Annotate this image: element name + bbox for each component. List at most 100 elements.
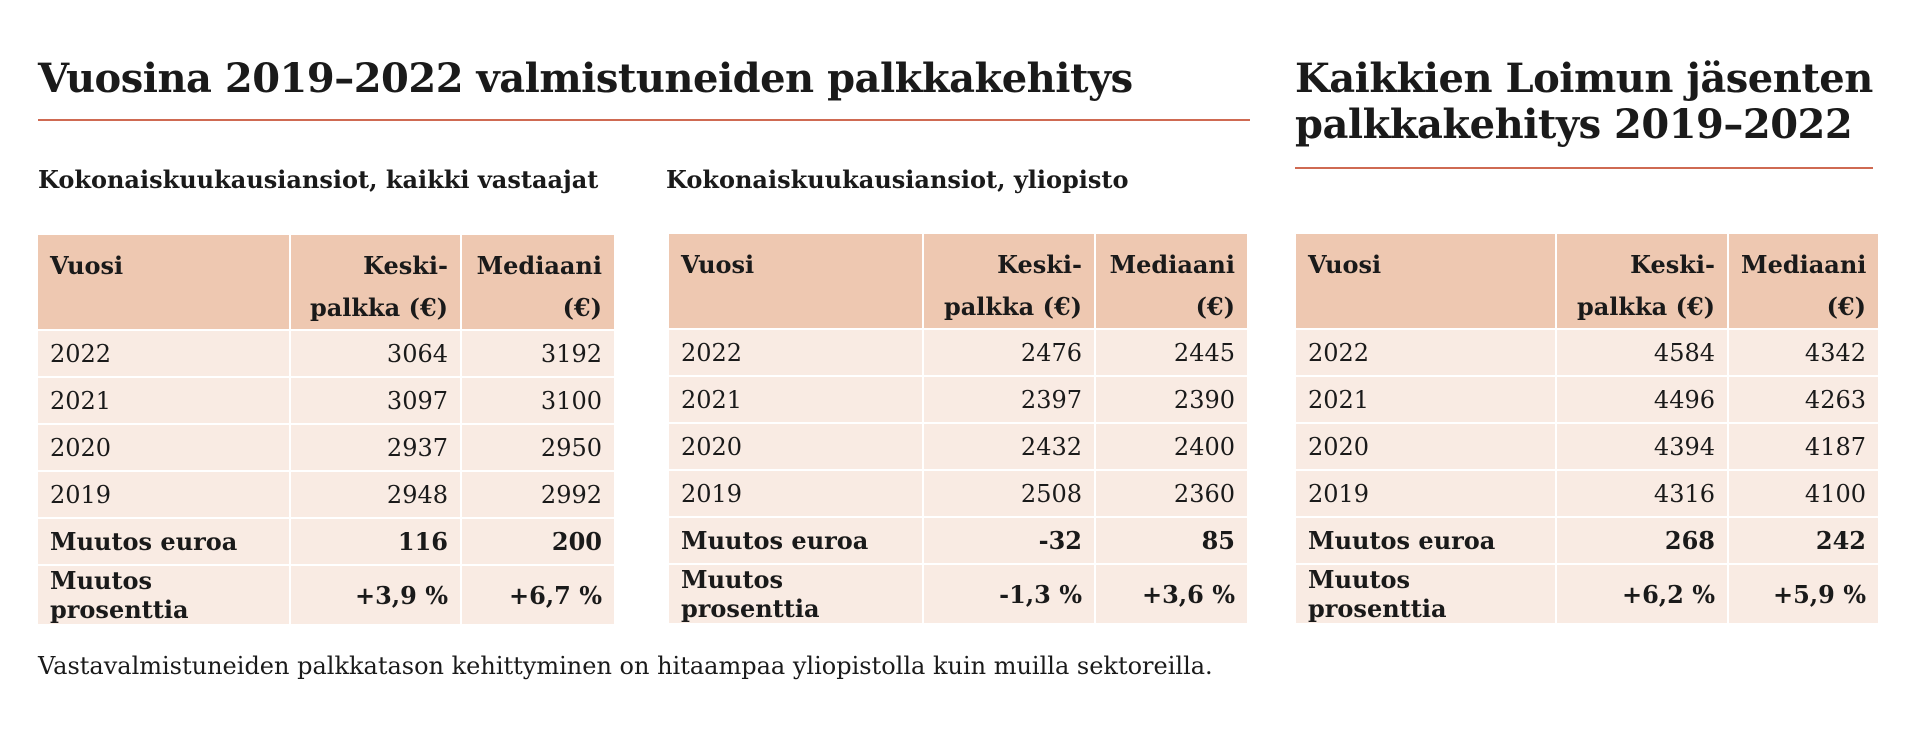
cell-median: 2360: [1094, 469, 1249, 518]
cell-year: 2019: [667, 469, 924, 518]
left-section-title: Vuosina 2019–2022 valmistuneiden palkkak…: [38, 55, 1133, 102]
header-average-line2: palkka (€): [1576, 292, 1715, 321]
right-section-title: Kaikkien Loimun jäsenten palkkakehitys 2…: [1295, 56, 1873, 148]
cell-year: 2020: [36, 423, 291, 472]
cell-median: 242: [1727, 516, 1880, 565]
salary-table-all-respondents: Vuosi Keski- palkka (€) Mediaani (€) 202…: [36, 233, 616, 626]
table-row-change-euro: Muutos euroa -32 85: [667, 516, 1249, 565]
cell-year: 2019: [1294, 469, 1557, 518]
header-average-line1: Keski-: [363, 251, 448, 280]
table-row: 2020 2937 2950: [36, 423, 616, 472]
table-row: 2021 3097 3100: [36, 376, 616, 425]
header-median-line1: Mediaani: [1109, 250, 1235, 279]
cell-year: 2020: [1294, 422, 1557, 471]
cell-median: 4342: [1727, 328, 1880, 377]
cell-median: 2445: [1094, 328, 1249, 377]
header-year: Vuosi: [1294, 232, 1557, 330]
cell-average: +3,9 %: [289, 564, 462, 626]
salary-table-university: Vuosi Keski- palkka (€) Mediaani (€) 202…: [667, 232, 1249, 625]
cell-label: Muutos prosenttia: [36, 564, 291, 626]
header-median: Mediaani (€): [1727, 232, 1880, 330]
header-median: Mediaani (€): [460, 233, 616, 331]
table-row: 2022 4584 4342: [1294, 328, 1880, 377]
right-title-line1: Kaikkien Loimun jäsenten: [1295, 55, 1873, 102]
salary-table-all-members: Vuosi Keski- palkka (€) Mediaani (€) 202…: [1294, 232, 1880, 625]
cell-median: 4263: [1727, 375, 1880, 424]
cell-average: 2948: [289, 470, 462, 519]
table-row: 2022 3064 3192: [36, 329, 616, 378]
cell-average: 2397: [922, 375, 1096, 424]
cell-median: 3192: [460, 329, 616, 378]
cell-average: 3097: [289, 376, 462, 425]
cell-average: 2937: [289, 423, 462, 472]
table-row: 2019 2948 2992: [36, 470, 616, 519]
cell-median: 200: [460, 517, 616, 566]
cell-median: 3100: [460, 376, 616, 425]
cell-median: 2992: [460, 470, 616, 519]
cell-average: -1,3 %: [922, 563, 1096, 625]
table1-subtitle: Kokonaiskuukausiansiot, kaikki vastaajat: [38, 165, 599, 194]
cell-average: 2432: [922, 422, 1096, 471]
header-median: Mediaani (€): [1094, 232, 1249, 330]
header-average-salary: Keski- palkka (€): [1555, 232, 1729, 330]
table-row: 2021 2397 2390: [667, 375, 1249, 424]
table-row-change-euro: Muutos euroa 116 200: [36, 517, 616, 566]
table-row: 2020 4394 4187: [1294, 422, 1880, 471]
cell-average: 2476: [922, 328, 1096, 377]
cell-median: +6,7 %: [460, 564, 616, 626]
cell-median: +5,9 %: [1727, 563, 1880, 625]
left-title-rule: [38, 119, 1250, 121]
table-row-change-euro: Muutos euroa 268 242: [1294, 516, 1880, 565]
cell-year: 2019: [36, 470, 291, 519]
table-header-row: Vuosi Keski- palkka (€) Mediaani (€): [1294, 232, 1880, 330]
cell-year: 2021: [1294, 375, 1557, 424]
header-median-line2: (€): [562, 293, 602, 322]
cell-median: 2950: [460, 423, 616, 472]
cell-label: Muutos euroa: [667, 516, 924, 565]
cell-average: 268: [1555, 516, 1729, 565]
header-average-salary: Keski- palkka (€): [922, 232, 1096, 330]
cell-year: 2021: [36, 376, 291, 425]
cell-average: 3064: [289, 329, 462, 378]
header-median-line2: (€): [1195, 292, 1235, 321]
cell-year: 2020: [667, 422, 924, 471]
table-row: 2020 2432 2400: [667, 422, 1249, 471]
cell-average: 4394: [1555, 422, 1729, 471]
table2-subtitle: Kokonaiskuukausiansiot, yliopisto: [666, 165, 1129, 194]
cell-median: 2390: [1094, 375, 1249, 424]
footnote: Vastavalmistuneiden palkkatason kehittym…: [38, 652, 1213, 680]
cell-year: 2022: [36, 329, 291, 378]
table-row: 2019 4316 4100: [1294, 469, 1880, 518]
table-row: 2021 4496 4263: [1294, 375, 1880, 424]
cell-average: 4316: [1555, 469, 1729, 518]
header-year: Vuosi: [36, 233, 291, 331]
table-row-change-percent: Muutos prosenttia +6,2 % +5,9 %: [1294, 563, 1880, 625]
header-median-line1: Mediaani: [1741, 250, 1867, 279]
cell-average: -32: [922, 516, 1096, 565]
header-year: Vuosi: [667, 232, 924, 330]
cell-year: 2021: [667, 375, 924, 424]
right-title-rule: [1295, 167, 1873, 169]
cell-average: +6,2 %: [1555, 563, 1729, 625]
cell-average: 2508: [922, 469, 1096, 518]
cell-label: Muutos prosenttia: [667, 563, 924, 625]
cell-median: 85: [1094, 516, 1249, 565]
header-average-line2: palkka (€): [309, 293, 448, 322]
table-row: 2019 2508 2360: [667, 469, 1249, 518]
cell-average: 116: [289, 517, 462, 566]
cell-year: 2022: [1294, 328, 1557, 377]
right-title-line2: palkkakehitys 2019–2022: [1295, 101, 1853, 148]
cell-average: 4496: [1555, 375, 1729, 424]
header-average-line1: Keski-: [997, 250, 1082, 279]
header-average-salary: Keski- palkka (€): [289, 233, 462, 331]
cell-median: 4187: [1727, 422, 1880, 471]
cell-year: 2022: [667, 328, 924, 377]
cell-label: Muutos euroa: [36, 517, 291, 566]
cell-median: 4100: [1727, 469, 1880, 518]
table-row-change-percent: Muutos prosenttia +3,9 % +6,7 %: [36, 564, 616, 626]
cell-median: +3,6 %: [1094, 563, 1249, 625]
header-average-line2: palkka (€): [943, 292, 1082, 321]
cell-median: 2400: [1094, 422, 1249, 471]
cell-label: Muutos euroa: [1294, 516, 1557, 565]
header-median-line1: Mediaani: [476, 251, 602, 280]
